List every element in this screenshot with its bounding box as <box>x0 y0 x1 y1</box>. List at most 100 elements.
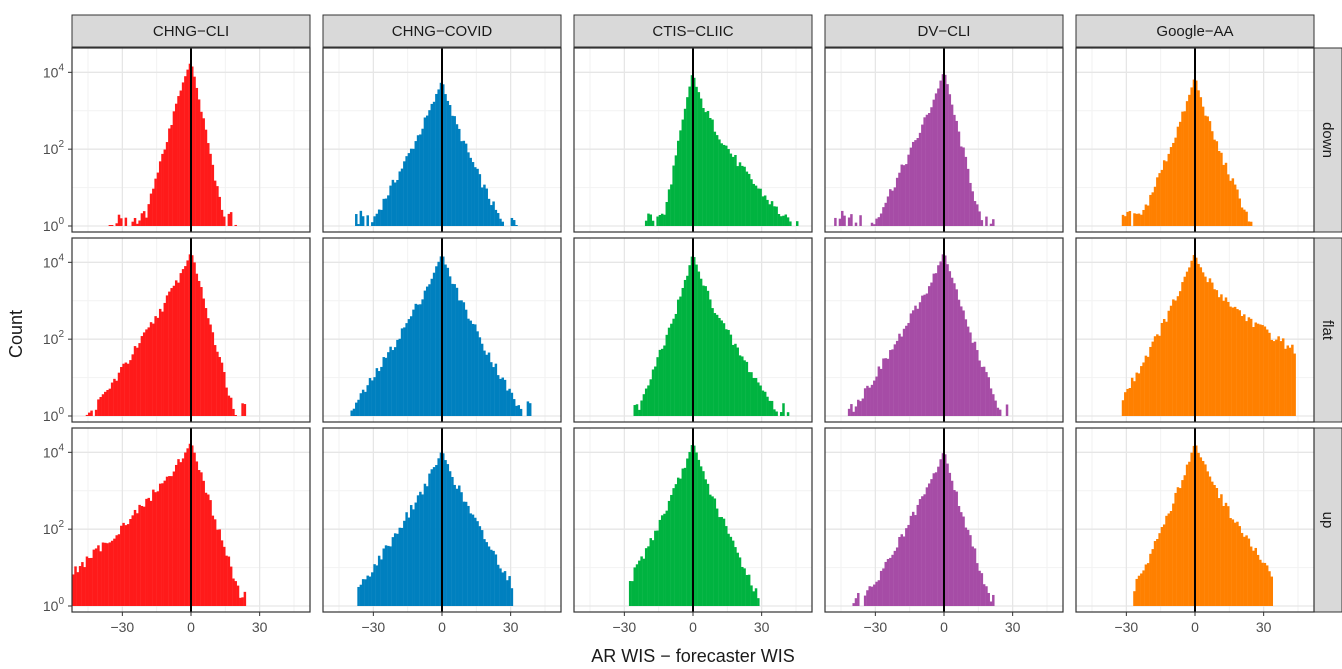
histogram-bar <box>191 445 194 606</box>
histogram-bar <box>971 191 974 226</box>
histogram-bar <box>722 518 726 606</box>
histogram-bar <box>937 466 940 606</box>
histogram-bar <box>460 141 463 226</box>
histogram-bar <box>508 576 511 606</box>
histogram-bar <box>1206 282 1209 416</box>
histogram-bar <box>1181 480 1184 606</box>
histogram-bar <box>403 520 406 606</box>
histogram-bar <box>430 278 434 416</box>
histogram-bar <box>229 566 233 606</box>
histogram-bar <box>361 579 365 606</box>
histogram-bar <box>510 588 514 606</box>
histogram-bar <box>916 308 920 416</box>
histogram-bar <box>747 574 751 606</box>
histogram-bar <box>453 116 456 226</box>
histogram-bar <box>1208 476 1212 606</box>
histogram-bar <box>140 505 144 606</box>
x-axis-title: AR WIS − forecaster WIS <box>591 646 795 666</box>
histogram-bar <box>702 108 705 226</box>
histogram-bar <box>918 499 922 606</box>
histogram-bar <box>660 515 664 606</box>
histogram-bar <box>1121 214 1125 226</box>
histogram-bar <box>1151 341 1155 416</box>
histogram-bar <box>743 568 746 606</box>
histogram-bar <box>1263 326 1267 416</box>
histogram-bar <box>469 320 472 416</box>
histogram-bar <box>877 366 881 416</box>
histogram-bar <box>136 223 139 226</box>
histogram-bar <box>1144 204 1148 226</box>
histogram-bar <box>978 360 981 416</box>
histogram-bar <box>736 166 739 226</box>
facet-panel <box>1075 47 1315 233</box>
histogram-bar <box>946 463 949 606</box>
y-tick-base: 10 <box>43 218 59 234</box>
histogram-bar <box>982 584 986 606</box>
histogram-bar <box>1185 464 1189 606</box>
histogram-bar <box>72 574 75 606</box>
histogram-bar <box>414 502 418 606</box>
histogram-bar <box>485 542 488 606</box>
histogram-bar <box>1005 404 1009 416</box>
histogram-bar <box>398 338 402 416</box>
histogram-bar <box>400 168 404 226</box>
histogram-bar <box>99 396 102 416</box>
histogram-bar <box>1190 87 1193 227</box>
histogram-bar <box>1281 338 1285 416</box>
histogram-bar <box>496 564 500 606</box>
histogram-bar <box>921 124 924 226</box>
histogram-bar <box>451 283 454 416</box>
histogram-bar <box>120 366 123 416</box>
histogram-bar <box>453 284 456 416</box>
histogram-bar <box>1204 464 1207 606</box>
histogram-bar <box>727 329 730 416</box>
histogram-bar <box>1288 347 1292 416</box>
histogram-bar <box>97 545 100 606</box>
histogram-bar <box>101 542 105 606</box>
histogram-bar <box>985 372 988 416</box>
histogram-bar <box>738 355 742 416</box>
histogram-bar <box>1142 570 1145 606</box>
histogram-bar <box>1240 207 1244 226</box>
histogram-bar <box>380 209 383 226</box>
histogram-bar <box>1137 575 1141 606</box>
histogram-bar <box>361 389 365 416</box>
histogram-bar <box>663 345 666 416</box>
histogram-bar <box>704 479 707 606</box>
histogram-bar <box>927 113 931 226</box>
strip-label: DV−CLI <box>918 23 971 40</box>
histogram-bar <box>651 369 655 416</box>
histogram-bar <box>239 597 242 606</box>
x-tick-label: −30 <box>110 619 134 635</box>
x-tick-label: 30 <box>754 619 770 635</box>
histogram-bar <box>1178 488 1182 606</box>
histogram-bar <box>213 519 217 606</box>
histogram-bar <box>243 404 247 416</box>
histogram-bar <box>905 325 908 416</box>
histogram-bar <box>676 477 680 606</box>
histogram-bar <box>195 273 199 416</box>
histogram-bar <box>158 308 162 416</box>
histogram-bar <box>462 140 466 226</box>
histogram-bar <box>1128 388 1132 416</box>
histogram-bar <box>467 152 470 226</box>
histogram-bar <box>882 568 885 606</box>
histogram-bar <box>193 262 196 416</box>
histogram-bar <box>1149 194 1152 226</box>
histogram-bar <box>1160 169 1164 226</box>
facet-row-strip: down <box>1313 47 1342 233</box>
histogram-bar <box>741 566 744 606</box>
histogram-bar <box>389 546 392 606</box>
histogram-bar <box>978 570 981 606</box>
histogram-bar <box>439 452 443 606</box>
histogram-bar <box>209 153 212 226</box>
histogram-bar <box>120 525 123 606</box>
histogram-bar <box>138 504 141 606</box>
histogram-bar <box>697 271 701 416</box>
histogram-bar <box>476 331 479 416</box>
facet-column-strip: DV−CLI <box>824 14 1064 48</box>
y-tick-base: 10 <box>43 408 59 424</box>
histogram-bar <box>117 372 121 416</box>
histogram-bar <box>1158 533 1161 606</box>
